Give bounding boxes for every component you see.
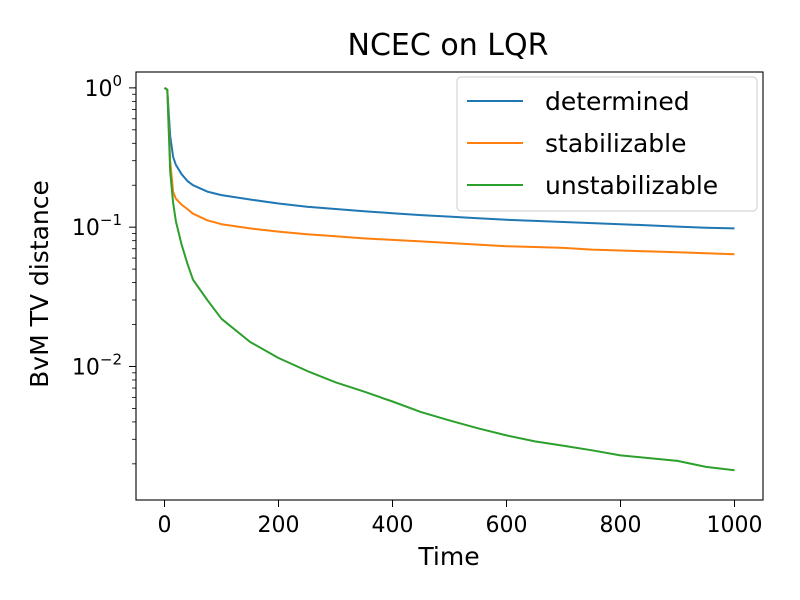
series-line-unstabilizable: [163, 87, 735, 472]
x-tick-label: 400: [372, 513, 414, 538]
x-tick-label: 1000: [707, 513, 763, 538]
legend-box: [456, 76, 758, 212]
y-tick-label: 100: [84, 72, 122, 102]
x-tick-label: 200: [258, 513, 300, 538]
y-tick-label: 10−2: [72, 350, 122, 380]
x-tick-label: 800: [600, 513, 642, 538]
x-tick-label: 600: [486, 513, 528, 538]
x-tick-label: 0: [158, 513, 172, 538]
plot-frame: [135, 71, 764, 501]
y-axis-label: BvM TV distance: [25, 180, 54, 388]
y-axis: 100 10−1 10−2: [72, 72, 136, 465]
legend: determined stabilizable unstabilizable: [456, 76, 758, 212]
y-tick-label: 10−1: [72, 211, 122, 241]
chart-title: NCEC on LQR: [348, 28, 549, 63]
legend-label-stabilizable: stabilizable: [545, 129, 687, 158]
x-axis-label: Time: [417, 542, 479, 571]
legend-label-determined: determined: [545, 87, 690, 116]
series-line-determined: [163, 87, 735, 230]
x-axis: 0 200 400 600 800 1000: [158, 500, 763, 538]
legend-label-unstabilizable: unstabilizable: [545, 171, 718, 200]
series-line-stabilizable: [163, 87, 735, 256]
series-layer: [163, 87, 735, 472]
